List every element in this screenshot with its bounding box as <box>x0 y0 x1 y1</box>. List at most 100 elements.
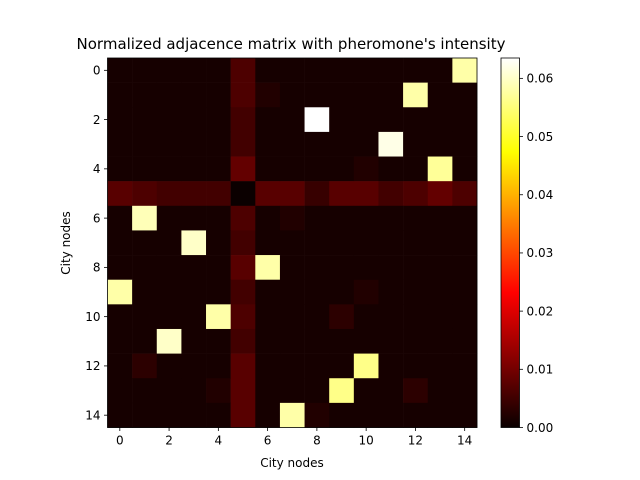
heatmap-cell-10-13 <box>427 304 453 330</box>
heatmap-cell-8-3 <box>181 255 207 280</box>
heatmap-cell-8-9 <box>329 255 355 280</box>
heatmap-cell-13-10 <box>353 378 379 404</box>
heatmap-cell-12-6 <box>255 353 281 379</box>
y-tick-label: 12 <box>85 359 100 373</box>
heatmap-cell-13-5 <box>230 378 256 404</box>
heatmap-cell-5-8 <box>304 181 330 207</box>
heatmap-cell-2-1 <box>132 107 158 133</box>
heatmap-cell-7-9 <box>329 230 355 256</box>
colorbar-tick-label: 0.01 <box>527 363 554 377</box>
heatmap-cell-2-3 <box>181 107 207 133</box>
heatmap-cell-6-1 <box>132 205 158 231</box>
heatmap-cell-3-11 <box>378 131 404 157</box>
heatmap-cell-9-0 <box>107 279 133 305</box>
heatmap-cell-13-3 <box>181 378 207 404</box>
heatmap-cell-10-11 <box>378 304 404 330</box>
heatmap-cell-9-7 <box>279 279 305 305</box>
heatmap-cell-10-9 <box>329 304 355 330</box>
heatmap-cell-6-4 <box>206 205 231 231</box>
heatmap-cell-5-14 <box>452 181 478 207</box>
heatmap-cell-1-3 <box>181 82 207 108</box>
heatmap-cell-9-10 <box>353 279 379 305</box>
heatmap-cell-14-11 <box>378 402 404 428</box>
heatmap-cell-7-7 <box>279 230 305 256</box>
heatmap-cell-14-10 <box>353 402 379 428</box>
heatmap-cell-2-12 <box>403 107 429 133</box>
heatmap-cell-1-2 <box>156 82 182 108</box>
heatmap-cell-5-13 <box>427 181 453 207</box>
heatmap-cell-8-10 <box>353 255 379 280</box>
heatmap-cell-1-6 <box>255 82 281 108</box>
heatmap-cell-4-8 <box>304 156 330 182</box>
heatmap-cell-14-2 <box>156 402 182 428</box>
heatmap-cell-3-4 <box>206 131 231 157</box>
heatmap-cell-12-10 <box>353 353 379 379</box>
heatmap-cell-2-4 <box>206 107 231 133</box>
heatmap-cell-0-14 <box>452 58 478 83</box>
x-axis-label: City nodes <box>260 456 324 470</box>
heatmap-cell-14-3 <box>181 402 207 428</box>
heatmap-cell-7-11 <box>378 230 404 256</box>
heatmap-cell-13-9 <box>329 378 355 404</box>
heatmap-cell-2-9 <box>329 107 355 133</box>
heatmap-cell-1-12 <box>403 82 429 108</box>
heatmap-cell-11-6 <box>255 328 281 354</box>
heatmap-cell-6-13 <box>427 205 453 231</box>
heatmap-cell-13-6 <box>255 378 281 404</box>
heatmap-cell-2-6 <box>255 107 281 133</box>
heatmap-cell-12-3 <box>181 353 207 379</box>
heatmap-cells <box>107 58 478 428</box>
heatmap-cell-8-12 <box>403 255 429 280</box>
heatmap-cell-4-5 <box>230 156 256 182</box>
heatmap-cell-12-8 <box>304 353 330 379</box>
heatmap-cell-7-5 <box>230 230 256 256</box>
heatmap-cell-4-7 <box>279 156 305 182</box>
heatmap-cell-11-10 <box>353 328 379 354</box>
colorbar <box>500 57 520 428</box>
y-axis-ticks: 0 2 4 6 8 10 12 14 <box>85 64 108 422</box>
heatmap-cell-9-1 <box>132 279 158 305</box>
heatmap-cell-11-9 <box>329 328 355 354</box>
heatmap-cell-7-4 <box>206 230 231 256</box>
heatmap-cell-0-3 <box>181 58 207 83</box>
y-tick-label: 2 <box>93 113 101 127</box>
heatmap-cell-2-11 <box>378 107 404 133</box>
heatmap-cell-13-4 <box>206 378 231 404</box>
heatmap-cell-1-1 <box>132 82 158 108</box>
heatmap-cell-11-0 <box>107 328 133 354</box>
heatmap-cell-8-4 <box>206 255 231 280</box>
x-tick-label: 8 <box>313 434 321 448</box>
heatmap-cell-6-9 <box>329 205 355 231</box>
heatmap-cell-2-10 <box>353 107 379 133</box>
heatmap-cell-11-3 <box>181 328 207 354</box>
heatmap-cell-10-4 <box>206 304 231 330</box>
heatmap-cell-14-9 <box>329 402 355 428</box>
heatmap-cell-1-11 <box>378 82 404 108</box>
heatmap-cell-6-12 <box>403 205 429 231</box>
heatmap-cell-9-3 <box>181 279 207 305</box>
heatmap-cell-10-6 <box>255 304 281 330</box>
heatmap-cell-9-6 <box>255 279 281 305</box>
y-tick-label: 14 <box>85 408 100 422</box>
colorbar-tick-label: 0.02 <box>527 304 554 318</box>
heatmap-cell-1-10 <box>353 82 379 108</box>
heatmap-cell-14-14 <box>452 402 478 428</box>
heatmap-cell-5-4 <box>206 181 231 207</box>
heatmap-cell-11-1 <box>132 328 158 354</box>
heatmap-cell-0-5 <box>230 58 256 83</box>
heatmap-cell-4-6 <box>255 156 281 182</box>
heatmap-cell-0-9 <box>329 58 355 83</box>
heatmap-cell-12-13 <box>427 353 453 379</box>
heatmap-cell-9-11 <box>378 279 404 305</box>
heatmap-cell-12-5 <box>230 353 256 379</box>
heatmap-cell-8-13 <box>427 255 453 280</box>
heatmap-cell-2-5 <box>230 107 256 133</box>
heatmap-cell-14-8 <box>304 402 330 428</box>
heatmap-cell-3-1 <box>132 131 158 157</box>
heatmap-cell-8-11 <box>378 255 404 280</box>
heatmap-cell-3-10 <box>353 131 379 157</box>
heatmap-cell-4-0 <box>107 156 133 182</box>
heatmap-cell-1-9 <box>329 82 355 108</box>
heatmap-cell-6-14 <box>452 205 478 231</box>
heatmap-cell-1-4 <box>206 82 231 108</box>
